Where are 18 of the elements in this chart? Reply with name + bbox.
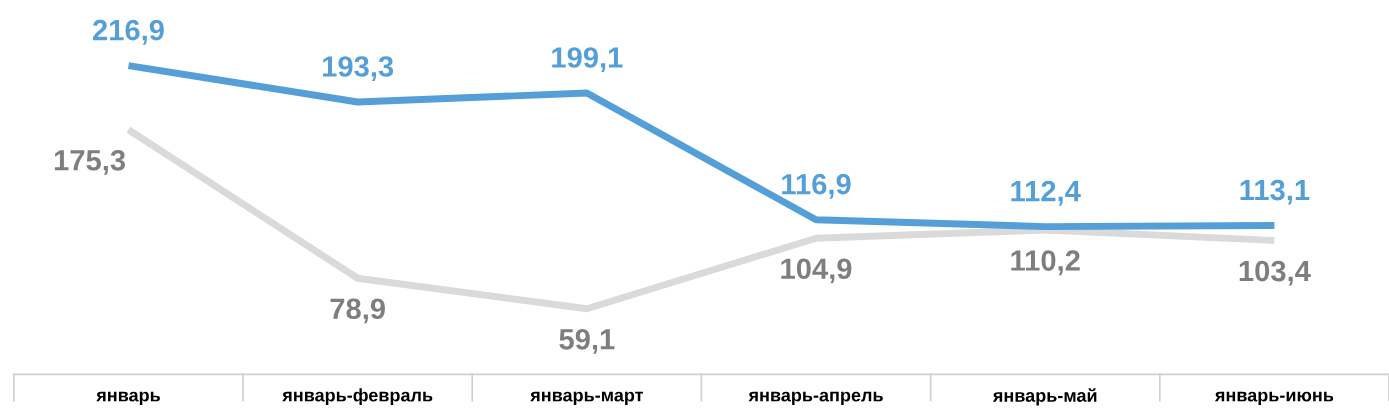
data-label: 113,1 xyxy=(1240,179,1310,205)
data-label: 103,4 xyxy=(1239,260,1311,286)
data-label: 193,3 xyxy=(323,56,394,82)
x-tick-label: январь-март xyxy=(530,391,643,406)
data-label: 59,1 xyxy=(559,328,615,354)
data-label: 110,2 xyxy=(1011,250,1080,276)
data-label: 104,9 xyxy=(781,258,852,284)
data-label: 175,3 xyxy=(54,149,126,175)
data-label: 216,9 xyxy=(93,19,164,45)
x-tick-label: январь-июнь xyxy=(1214,391,1334,406)
data-label: 199,1 xyxy=(552,47,623,73)
x-tick-label: январь-май xyxy=(992,388,1097,406)
x-tick-label: январь-апрель xyxy=(748,391,883,406)
x-tick-label: январь-февраль xyxy=(282,388,433,406)
data-label: 112,4 xyxy=(1011,180,1081,206)
data-label: 78,9 xyxy=(330,298,385,324)
data-label: 116,9 xyxy=(782,173,851,199)
x-tick-label: январь xyxy=(96,391,160,406)
